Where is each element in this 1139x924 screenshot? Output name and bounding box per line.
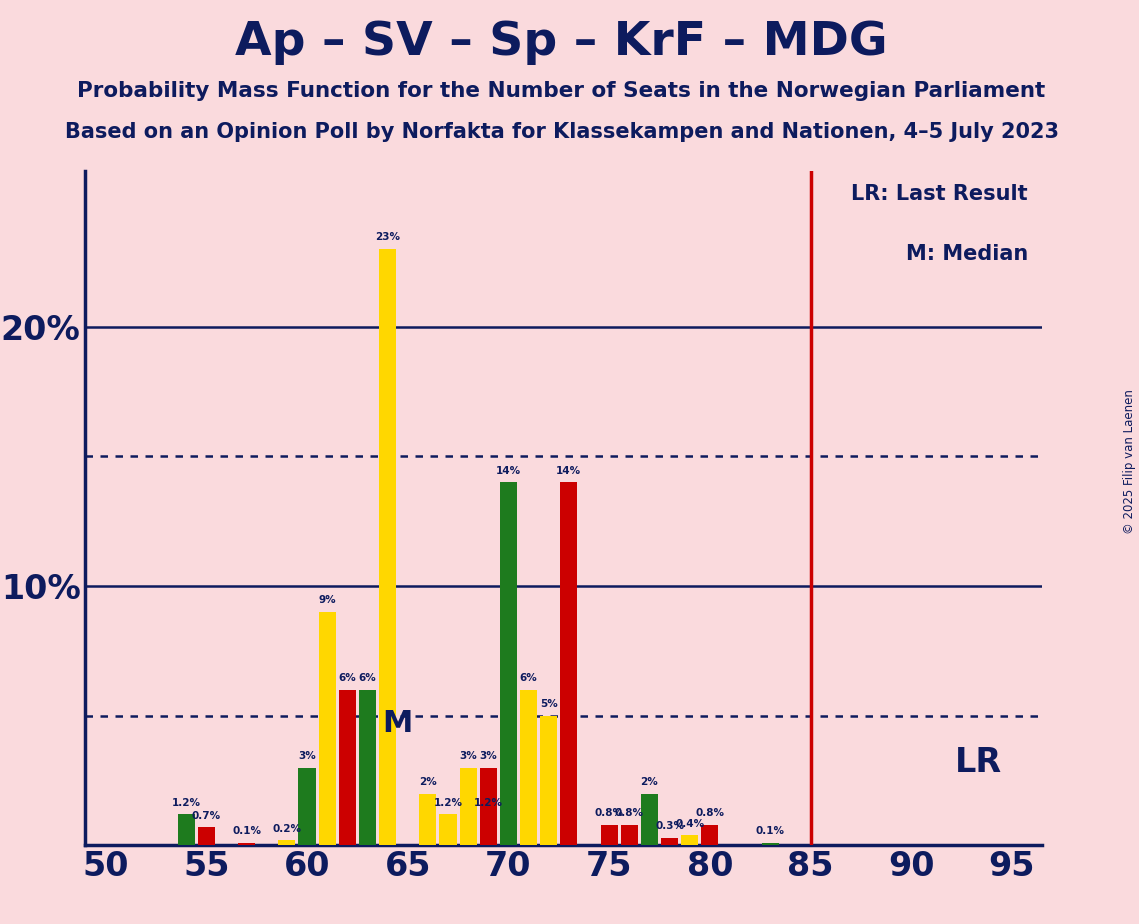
Text: LR: Last Result: LR: Last Result [852,184,1029,204]
Text: 23%: 23% [375,232,400,242]
Text: 0.8%: 0.8% [595,808,624,819]
Bar [440,814,457,845]
Bar [319,612,336,845]
Text: 5%: 5% [540,699,558,710]
Text: 14%: 14% [495,466,521,476]
Text: 0.4%: 0.4% [675,819,704,829]
Text: 14%: 14% [556,466,581,476]
Bar [641,794,658,845]
Text: 3%: 3% [459,751,477,761]
Text: M: Median: M: Median [906,244,1029,263]
Bar [600,825,617,845]
Bar [278,840,295,845]
Bar [762,843,779,845]
Bar [540,716,557,845]
Text: 0.8%: 0.8% [615,808,644,819]
Bar [338,690,355,845]
Text: LR: LR [954,746,1002,779]
Text: 9%: 9% [318,595,336,605]
Text: 6%: 6% [338,674,357,684]
Text: M: M [383,709,412,738]
Text: 1.2%: 1.2% [434,797,462,808]
Text: Ap – SV – Sp – KrF – MDG: Ap – SV – Sp – KrF – MDG [236,20,887,66]
Bar [359,690,376,845]
Bar [459,768,477,845]
Text: 3%: 3% [480,751,497,761]
Text: 0.8%: 0.8% [695,808,724,819]
Bar [298,768,316,845]
Bar [198,827,215,845]
Bar [702,825,719,845]
Text: 3%: 3% [298,751,316,761]
Bar [178,814,195,845]
Text: 2%: 2% [640,777,658,787]
Text: 0.3%: 0.3% [655,821,685,832]
Text: Probability Mass Function for the Number of Seats in the Norwegian Parliament: Probability Mass Function for the Number… [77,81,1046,102]
Bar [560,482,577,845]
Text: 0.1%: 0.1% [756,826,785,836]
Text: 6%: 6% [519,674,538,684]
Text: 2%: 2% [419,777,436,787]
Bar [480,814,497,845]
Bar [379,249,396,845]
Text: 6%: 6% [359,674,376,684]
Bar [480,768,497,845]
Text: Based on an Opinion Poll by Norfakta for Klassekampen and Nationen, 4–5 July 202: Based on an Opinion Poll by Norfakta for… [65,122,1058,142]
Text: 0.7%: 0.7% [191,811,221,821]
Text: 0.2%: 0.2% [272,824,302,833]
Bar [238,843,255,845]
Bar [661,838,678,845]
Bar [521,690,538,845]
Bar [681,835,698,845]
Text: 0.1%: 0.1% [232,826,261,836]
Text: 1.2%: 1.2% [172,797,200,808]
Bar [621,825,638,845]
Text: © 2025 Filip van Laenen: © 2025 Filip van Laenen [1123,390,1136,534]
Bar [500,482,517,845]
Text: 1.2%: 1.2% [474,797,502,808]
Bar [419,794,436,845]
